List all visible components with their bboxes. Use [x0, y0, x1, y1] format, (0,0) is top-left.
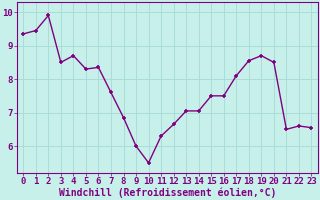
X-axis label: Windchill (Refroidissement éolien,°C): Windchill (Refroidissement éolien,°C): [59, 187, 276, 198]
